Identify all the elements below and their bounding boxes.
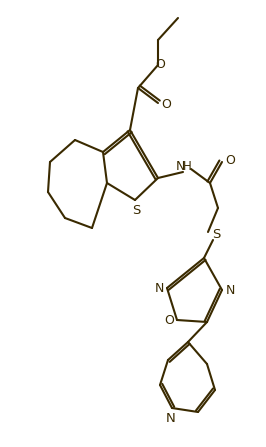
Text: S: S: [132, 204, 140, 218]
Text: N: N: [154, 283, 164, 295]
Text: O: O: [225, 155, 235, 168]
Text: N: N: [166, 412, 176, 425]
Text: H: H: [183, 160, 191, 173]
Text: O: O: [164, 315, 174, 328]
Text: S: S: [212, 228, 220, 240]
Text: N: N: [175, 160, 185, 173]
Text: N: N: [225, 283, 235, 296]
Text: O: O: [161, 97, 171, 110]
Text: O: O: [155, 58, 165, 71]
